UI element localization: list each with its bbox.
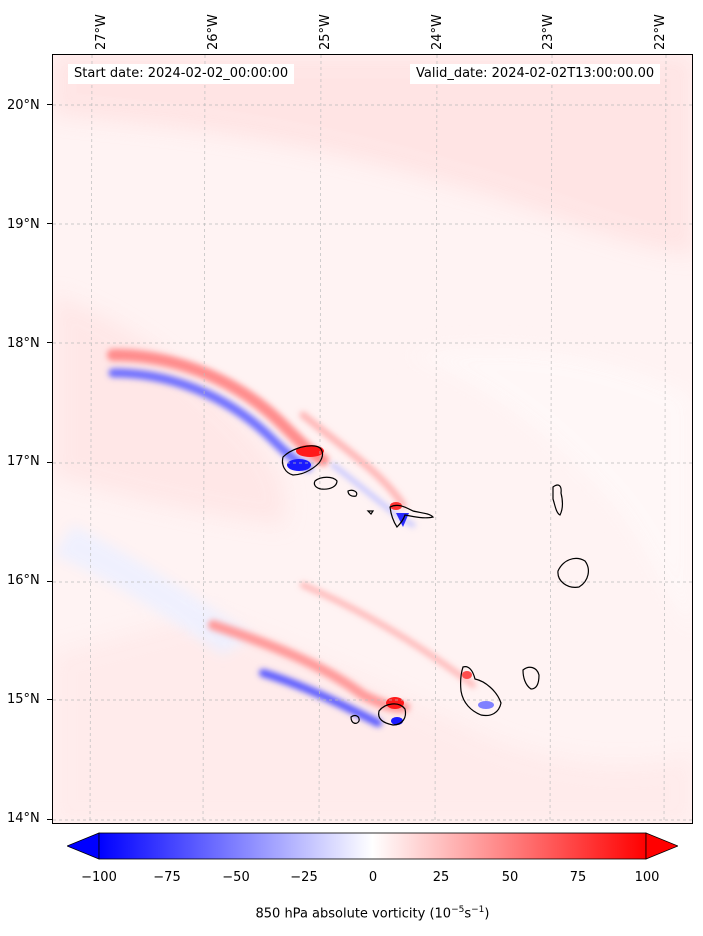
grid-lon-22w	[663, 55, 667, 823]
colorbar-tick-label: 0	[368, 870, 378, 885]
northern-wake	[107, 349, 416, 528]
white-patch-center	[403, 347, 692, 633]
santiago-blue-core	[478, 701, 494, 709]
tick-lat-15n	[47, 699, 52, 700]
grid-lon-27w	[89, 55, 93, 823]
island-sao-vicente	[313, 476, 338, 490]
island-brava	[350, 715, 360, 724]
colorbar-title-prefix: 850 hPa absolute vorticity (10	[255, 906, 452, 922]
lat-label-15n: 15°N	[7, 692, 40, 707]
saonicolau-red-core	[390, 502, 402, 510]
island-sao-nicolau	[389, 504, 435, 528]
grid-lon-24w	[434, 55, 438, 823]
colorbar-tick-label: 75	[569, 870, 587, 885]
colorbar-tick-label: 50	[501, 870, 519, 885]
grid-lon-25w	[318, 55, 322, 823]
colorbar-tick-label: −50	[222, 870, 250, 885]
pink-patch-west	[53, 295, 286, 525]
colorbar-gradient	[98, 832, 647, 860]
colorbar-title-exp2: −1	[471, 905, 485, 915]
colorbar-title: 850 hPa absolute vorticity (10−5s−1)	[0, 905, 703, 921]
vorticity-field	[53, 55, 692, 823]
island-raso	[366, 510, 375, 515]
south-red-trail-2	[300, 582, 476, 688]
lat-label-17n: 17°N	[7, 454, 40, 469]
colorbar	[67, 832, 678, 860]
island-fogo	[378, 703, 407, 726]
graticule	[53, 55, 692, 823]
lon-label-25w: 25°W	[318, 14, 333, 50]
south-blue-band	[259, 669, 382, 727]
north-blue-core	[287, 459, 311, 471]
colorbar-title-mid: s	[464, 906, 472, 922]
colorbar-tick-label: −25	[290, 870, 318, 885]
north-blue-trail	[330, 462, 416, 528]
colorbar-tick-label: −75	[153, 870, 181, 885]
island-santiago	[460, 666, 502, 717]
fogo-blue-core	[391, 717, 403, 725]
island-sal	[552, 484, 563, 516]
tick-lat-18n	[47, 342, 52, 343]
lat-label-16n: 16°N	[7, 573, 40, 588]
north-red-trail	[299, 411, 407, 509]
blue-patch-west	[53, 525, 253, 655]
colorbar-title-exp1: −5	[451, 905, 465, 915]
lon-label-27w: 27°W	[94, 14, 109, 50]
lon-label-22w: 22°W	[653, 14, 668, 50]
lon-label-23w: 23°W	[541, 14, 556, 50]
tick-lat-19n	[47, 223, 52, 224]
island-santo-antao	[281, 445, 324, 476]
colorbar-extend-low	[67, 832, 100, 860]
background-vorticity	[53, 55, 692, 823]
colorbar-tick-label: 25	[432, 870, 450, 885]
lon-label-24w: 24°W	[430, 14, 445, 50]
tick-lat-14n	[47, 819, 52, 820]
lat-label-18n: 18°N	[7, 336, 40, 351]
santiago-red-core	[462, 671, 472, 679]
valid-date-label: Valid_date: 2024-02-02T13:00:00.00	[410, 64, 661, 84]
colorbar-extend-high	[645, 832, 678, 860]
vorticity-map	[52, 54, 693, 824]
lat-label-19n: 19°N	[7, 217, 40, 232]
tick-lat-17n	[47, 462, 52, 463]
southern-wake	[208, 582, 494, 727]
start-date-label: Start date: 2024-02-02_00:00:00	[68, 64, 295, 84]
island-boa-vista	[557, 557, 589, 588]
coastlines	[281, 445, 589, 726]
colorbar-title-suffix: )	[484, 906, 490, 922]
grid-lon-23w	[549, 55, 553, 823]
lat-label-14n: 14°N	[7, 811, 40, 826]
island-santa-luzia	[347, 489, 358, 497]
lat-label-20n: 20°N	[7, 98, 40, 113]
north-red-core	[296, 445, 324, 457]
grid-lon-26w	[202, 55, 206, 823]
colorbar-tick-label: −100	[81, 870, 117, 885]
island-maio	[522, 666, 540, 690]
lon-label-26w: 26°W	[206, 14, 221, 50]
tick-lat-20n	[47, 104, 52, 105]
fogo-red-core	[386, 697, 404, 709]
colorbar-tick-label: 100	[634, 870, 660, 885]
pink-patch-north	[53, 55, 692, 255]
tick-lat-16n	[47, 581, 52, 582]
